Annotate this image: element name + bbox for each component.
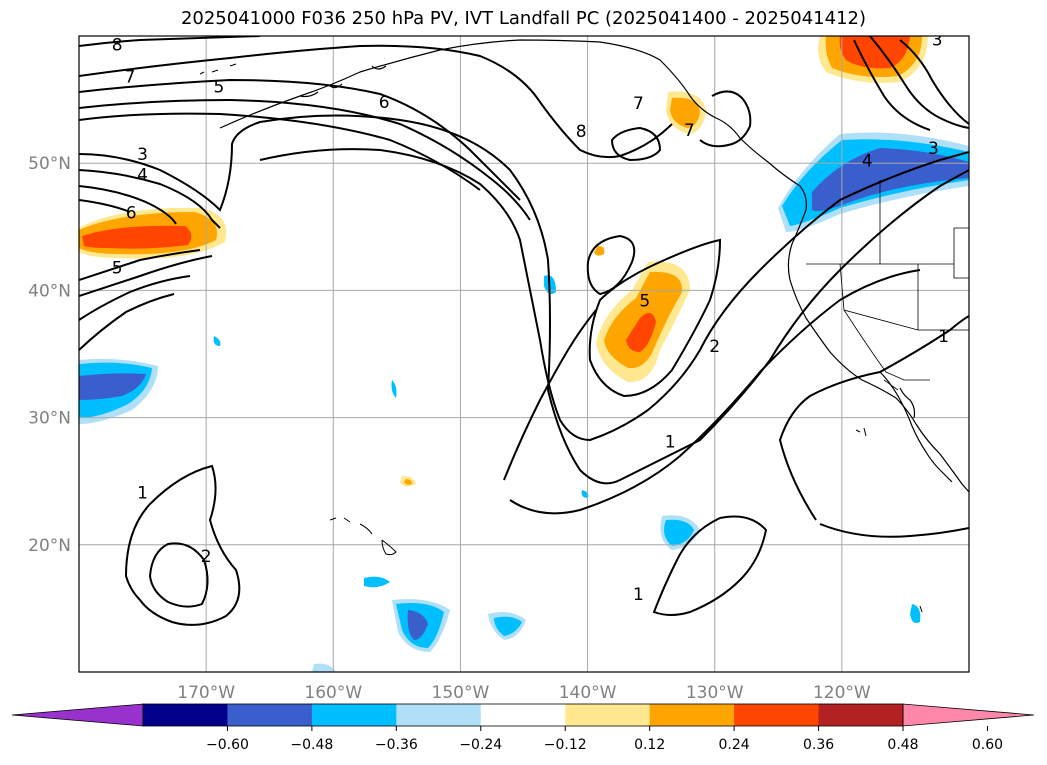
baja-coastline: [879, 371, 953, 483]
contour-5-ridge: [79, 78, 521, 201]
colorbar-tick-label: −0.36: [375, 737, 418, 753]
colorbar-tick-label: 0.36: [803, 737, 834, 753]
colorbar-tick-label: −0.48: [290, 737, 333, 753]
contour-1-east: [778, 315, 969, 521]
contour-6: [79, 112, 481, 191]
contour-label: 3: [928, 139, 939, 159]
lon-label: 130°W: [686, 683, 744, 703]
shaded-regions: [79, 36, 969, 672]
contour-label: 4: [862, 151, 873, 171]
contour-label: 8: [576, 122, 587, 142]
contour-1-southwest: [124, 464, 241, 626]
colorbar-tick-label: 0.48: [887, 737, 918, 753]
contour-label: 2: [201, 547, 212, 567]
colorbar-segment: [818, 704, 904, 726]
colorbar-segment: [734, 704, 820, 726]
colorbar-frame: [142, 703, 904, 727]
plot-background: [79, 36, 969, 672]
longitude-labels: 170°W 160°W 150°W 140°W 130°W 120°W: [177, 683, 871, 703]
lon-label: 140°W: [559, 683, 617, 703]
colorbar-segment: [227, 704, 313, 726]
contour-label: 3: [932, 31, 943, 51]
lon-label: 120°W: [813, 683, 871, 703]
contour-5-central: [586, 234, 636, 296]
colorbar-segment: [311, 704, 397, 726]
lat-label: 20°N: [28, 536, 71, 556]
colorbar-extend-low: [11, 703, 144, 727]
contour-label: 1: [938, 327, 949, 347]
contour-label: 5: [639, 291, 650, 311]
contour-1-central: [503, 309, 597, 481]
contour-label: 3: [137, 145, 148, 165]
contour-label: 7: [633, 94, 644, 114]
contour-3-ne: [899, 39, 969, 125]
contour-label: 6: [379, 93, 390, 113]
contour-label: 6: [126, 204, 137, 224]
contour-label: 7: [124, 68, 135, 88]
contour-trough-inner: [259, 148, 969, 442]
plot-frame: [78, 35, 970, 673]
colorbar-segment: [565, 704, 651, 726]
lat-label: 30°N: [28, 409, 71, 429]
colorbar-segment: [396, 704, 482, 726]
colorbar-segment: [480, 704, 566, 726]
lat-label: 40°N: [28, 281, 71, 301]
contour-label: 1: [633, 585, 644, 605]
colorbar: −0.60 −0.48 −0.36 −0.24 −0.12 0.12 0.24 0.36 0.4…: [11, 703, 1035, 753]
political-borders: [806, 180, 969, 391]
contour-label: 5: [213, 78, 224, 98]
lon-label: 150°W: [432, 683, 490, 703]
lon-label: 160°W: [304, 683, 362, 703]
colorbar-tick-label: −0.12: [544, 737, 587, 753]
contour-2-central: [588, 238, 722, 398]
colorbar-tick-label: −0.24: [459, 737, 502, 753]
contour-label: 1: [665, 433, 676, 453]
colorbar-tick-label: 0.24: [719, 737, 750, 753]
contour-label: 4: [137, 165, 148, 185]
contour-label: 5: [112, 258, 123, 278]
lat-label: 50°N: [28, 154, 71, 174]
contour-label: 7: [684, 121, 695, 141]
islands: [199, 63, 923, 613]
latitude-labels: 50°N 40°N 30°N 20°N: [28, 154, 71, 556]
colorbar-segment: [143, 704, 228, 726]
lon-label: 170°W: [177, 683, 235, 703]
colorbar-tick-label: −0.60: [206, 737, 249, 753]
colorbar-segment: [649, 704, 735, 726]
contour-1-southeast: [652, 515, 768, 616]
contour-label: 1: [137, 483, 148, 503]
contour-label: 8: [112, 36, 123, 56]
contour-8-north: [79, 36, 261, 47]
contour-8-cutoff: [610, 126, 662, 162]
map-title: 2025041000 F036 250 hPa PV, IVT Landfall…: [180, 8, 867, 29]
contour-label: 2: [709, 337, 720, 357]
colorbar-extend-high: [902, 703, 1035, 727]
contour-2-southwest: [148, 542, 209, 608]
hawaii-islands: [329, 517, 397, 556]
contour-7-north: [79, 44, 673, 159]
colorbar-tick-label: 0.12: [634, 737, 665, 753]
colorbar-tick-label: 0.60: [972, 737, 1003, 753]
contour-trough-outer: [79, 114, 969, 485]
pv-contours: [79, 36, 969, 626]
